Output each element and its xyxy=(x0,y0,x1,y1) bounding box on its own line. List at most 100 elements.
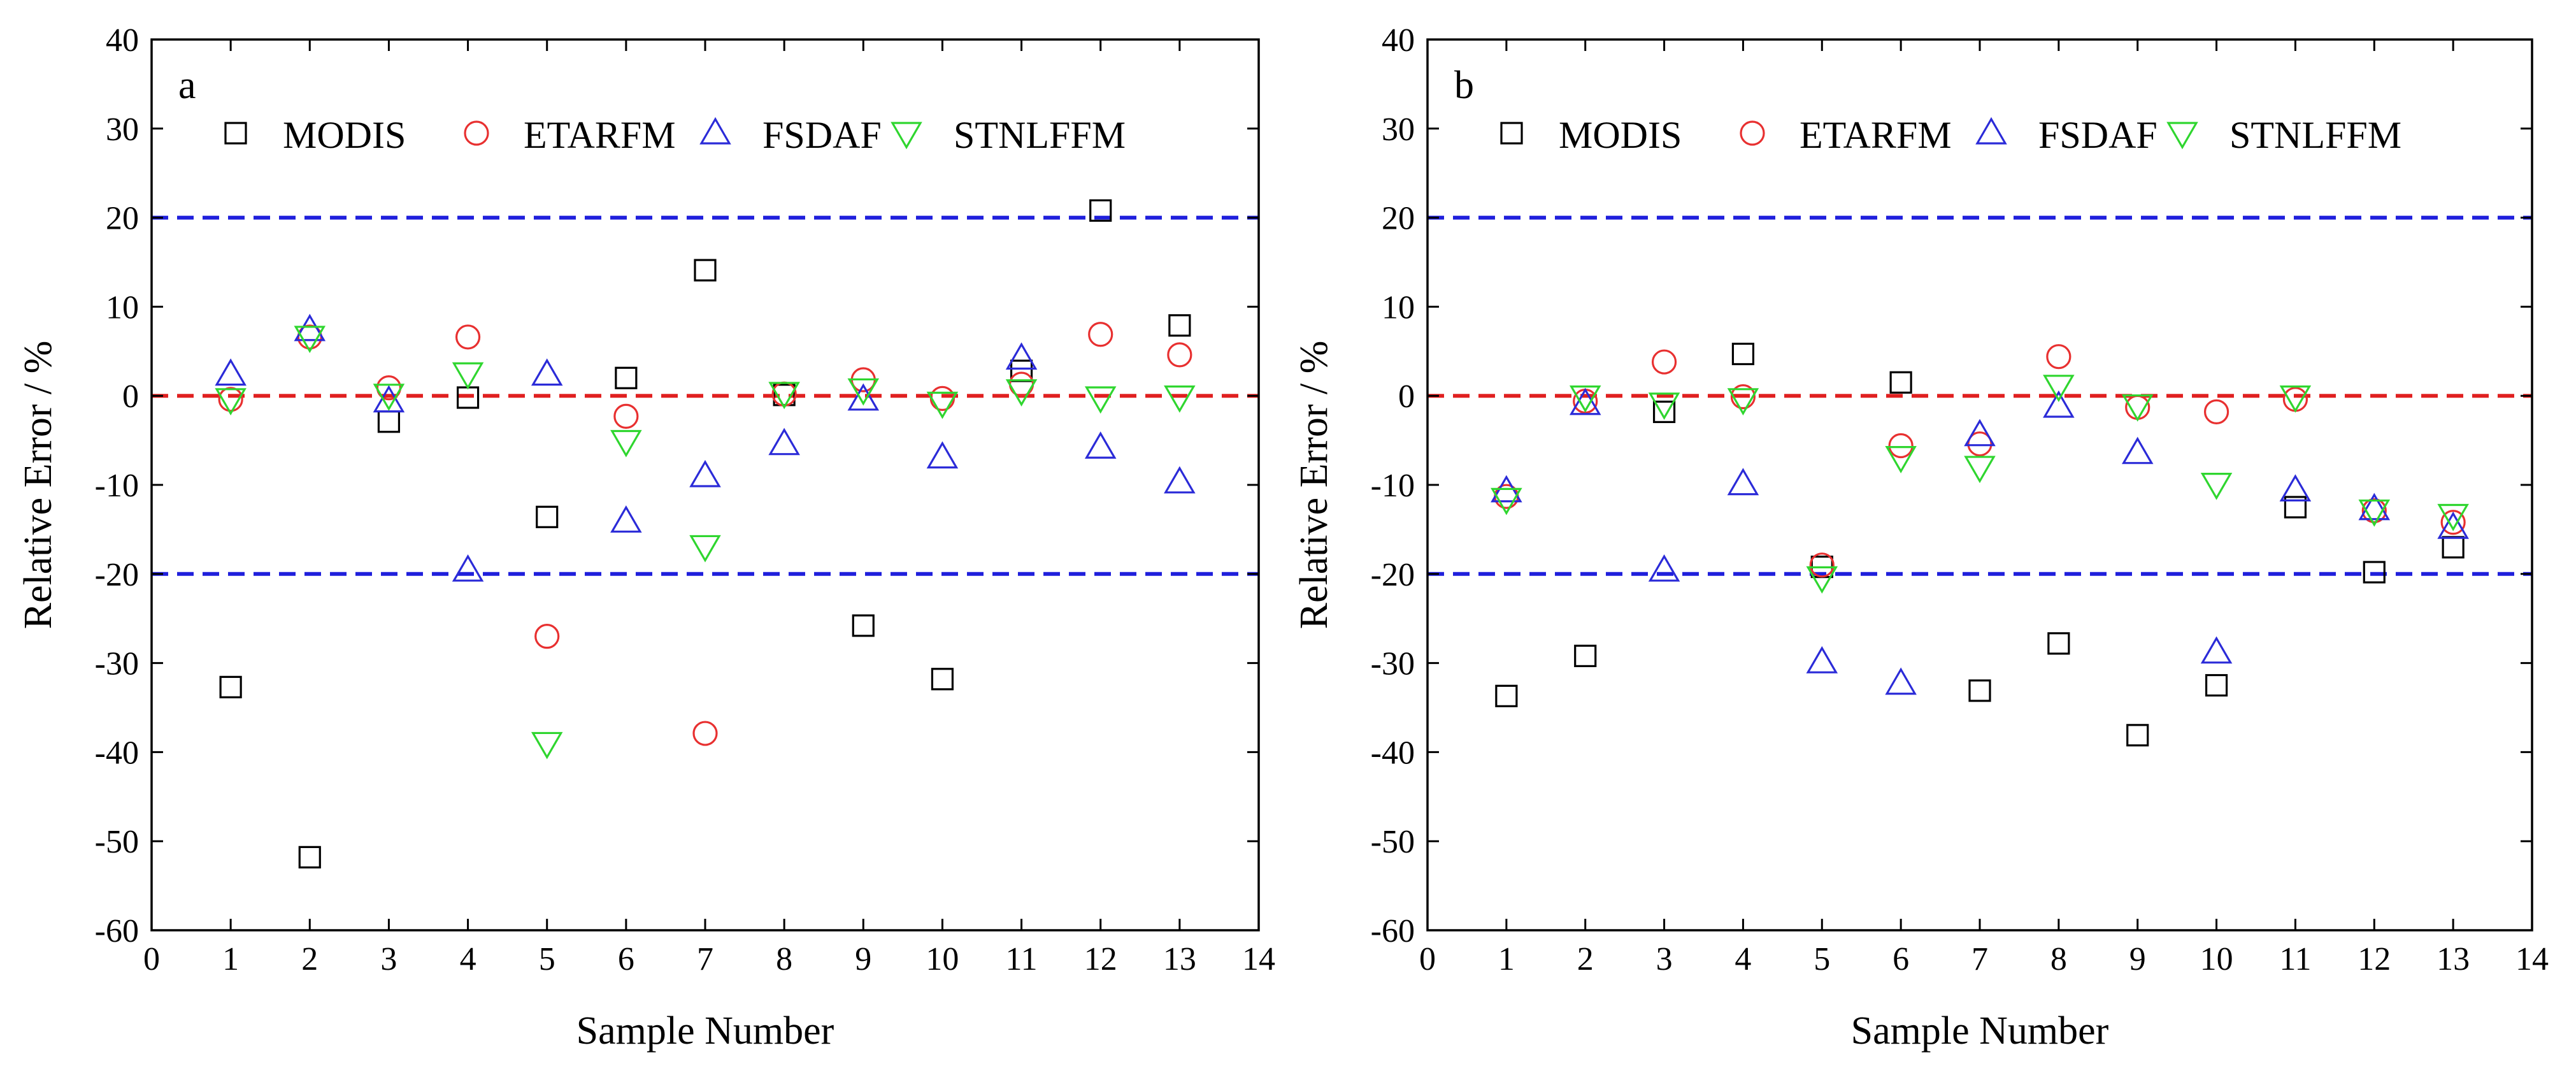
y-tick-label: 40 xyxy=(106,22,139,59)
plot-frame xyxy=(1426,38,2533,932)
data-point xyxy=(455,324,481,350)
data-point xyxy=(1084,386,1117,414)
y-tick-label: -40 xyxy=(95,735,139,771)
data-point xyxy=(610,505,642,533)
data-point xyxy=(1089,199,1112,222)
data-point xyxy=(1495,684,1518,707)
x-tick-label: 0 xyxy=(143,941,160,977)
data-point xyxy=(373,384,405,411)
legend: MODIS ETARFM FSDAF STNLFFM xyxy=(1500,114,2401,156)
data-point xyxy=(2200,473,2233,500)
data-point xyxy=(1651,349,1677,375)
y-tick-label: -10 xyxy=(95,468,139,504)
legend-label: FSDAF xyxy=(762,114,882,156)
data-point xyxy=(1167,342,1192,368)
x-tick-label: 2 xyxy=(301,941,318,977)
data-point xyxy=(219,675,242,698)
data-point xyxy=(852,614,875,637)
data-point xyxy=(1652,400,1676,423)
data-point xyxy=(1084,431,1117,459)
legend-label: STNLFFM xyxy=(2229,114,2401,156)
y-tick-label: -60 xyxy=(1371,913,1415,949)
data-point xyxy=(847,378,880,406)
data-point xyxy=(2043,390,2075,418)
legend: MODIS ETARFM FSDAF STNLFFM xyxy=(224,114,1126,156)
legend-marker-etarfm xyxy=(464,120,489,146)
data-point xyxy=(847,383,880,411)
x-tick-label: 14 xyxy=(1242,941,1275,977)
data-point xyxy=(1648,392,1680,420)
data-point xyxy=(2358,499,2391,527)
x-axis-title: Sample Number xyxy=(1851,1009,2109,1053)
y-tick-label: 40 xyxy=(1382,22,1415,59)
x-axis-title: Sample Number xyxy=(576,1009,834,1053)
data-point xyxy=(768,428,800,456)
data-point xyxy=(1569,385,1601,413)
data-point xyxy=(1088,322,1113,347)
y-tick-label: -40 xyxy=(1371,735,1415,771)
legend-marker-fsdaf xyxy=(1975,117,2007,145)
series-etarfm xyxy=(218,322,1192,746)
legend-label: FSDAF xyxy=(2038,114,2157,156)
x-tick-label: 6 xyxy=(618,941,634,977)
data-point xyxy=(2279,474,2312,501)
x-tick-label: 5 xyxy=(1814,941,1830,977)
panel-label: b xyxy=(1454,64,1474,107)
data-point xyxy=(531,358,563,386)
data-point xyxy=(215,358,247,386)
data-point xyxy=(531,731,563,760)
data-point xyxy=(1010,359,1033,382)
x-tick-label: 6 xyxy=(1893,941,1909,977)
data-point xyxy=(692,721,718,746)
data-point xyxy=(2361,498,2387,524)
legend-label: ETARFM xyxy=(524,114,676,156)
data-point xyxy=(926,441,959,469)
data-point xyxy=(534,624,560,649)
y-tick-label: -30 xyxy=(95,646,139,682)
data-point xyxy=(615,366,638,389)
legend-marker-modis xyxy=(1500,122,1523,145)
data-point xyxy=(2200,636,2233,664)
data-point xyxy=(1964,456,1996,484)
y-tick-label: 30 xyxy=(106,112,139,148)
panel-label: a xyxy=(178,64,196,107)
data-point xyxy=(2205,673,2228,697)
data-point xyxy=(1164,385,1196,413)
x-tick-label: 3 xyxy=(380,941,397,977)
data-point xyxy=(1727,388,1759,415)
x-tick-label: 13 xyxy=(2436,941,2470,977)
data-point xyxy=(2279,385,2312,413)
data-point xyxy=(1888,433,1914,459)
series-etarfm xyxy=(1494,344,2466,578)
x-tick-label: 8 xyxy=(776,941,792,977)
y-axis-title: Relative Error / % xyxy=(1292,341,1336,630)
data-point xyxy=(689,459,721,487)
x-tick-label: 13 xyxy=(1163,941,1196,977)
data-point xyxy=(1806,646,1838,673)
y-tick-label: 20 xyxy=(106,201,139,237)
data-point xyxy=(377,410,401,433)
legend-label: MODIS xyxy=(1559,114,1682,156)
x-tick-label: 0 xyxy=(1419,941,1436,977)
data-point xyxy=(1005,342,1038,370)
y-tick-label: -10 xyxy=(1371,468,1415,504)
data-point xyxy=(298,846,321,868)
y-tick-label: -20 xyxy=(95,557,139,593)
series-stnlffm xyxy=(215,326,1196,760)
y-tick-label: 10 xyxy=(106,289,139,326)
data-point xyxy=(294,313,326,342)
chart-panel-b: 0 1 2 3 4 5 6 7 8 9 10 11 12 13 14403020100-10-20-30-4… xyxy=(1292,22,2549,1053)
x-tick-label: 4 xyxy=(1735,941,1751,977)
series-stnlffm xyxy=(1491,375,2469,594)
data-point xyxy=(536,505,559,528)
data-point xyxy=(1967,431,1993,457)
x-tick-label: 11 xyxy=(2279,941,2311,977)
x-tick-label: 12 xyxy=(1084,941,1117,977)
y-tick-label: -50 xyxy=(95,824,139,860)
data-point xyxy=(1964,419,1996,447)
x-tick-label: 8 xyxy=(2050,941,2067,977)
data-point xyxy=(1569,387,1601,415)
series-fsdaf xyxy=(215,313,1196,582)
data-point xyxy=(2358,493,2391,521)
